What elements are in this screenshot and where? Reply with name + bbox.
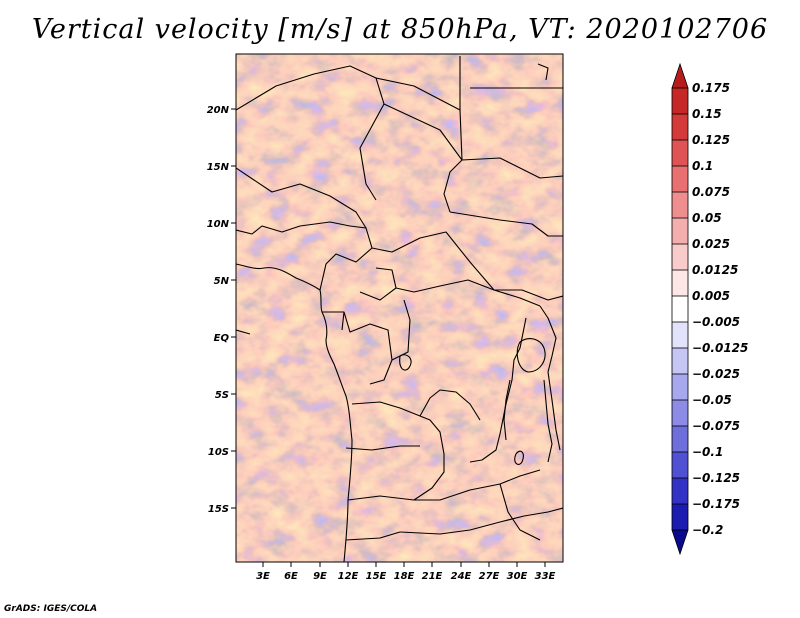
colorbar-label: −0.0125 [692, 341, 748, 355]
lat-tick-label: 5N [214, 276, 230, 287]
colorbar: 0.175 0.15 0.125 0.1 0.075 0.05 0.025 0.… [671, 62, 748, 556]
colorbar-segment [672, 478, 688, 505]
lon-axis: 3E 6E 9E 12E 15E 18E 21E 24E 27E 30E 33E [256, 562, 556, 582]
credit-text: GrADS: IGES/COLA [4, 604, 98, 614]
colorbar-segments [672, 88, 688, 531]
colorbar-label: −0.005 [692, 315, 740, 329]
map-panel [236, 54, 563, 562]
lon-tick-label: 18E [394, 571, 415, 582]
lat-tick-label: 10S [208, 447, 229, 458]
lat-axis: 20N 15N 10N 5N EQ 5S 10S 15S [207, 105, 236, 515]
lon-tick-label: 27E [479, 571, 500, 582]
colorbar-label: −0.05 [692, 393, 732, 407]
colorbar-segment [672, 192, 688, 219]
colorbar-segment [672, 426, 688, 453]
lon-tick-label: 3E [256, 571, 270, 582]
colorbar-segment [672, 270, 688, 297]
lat-tick-label: 20N [207, 105, 230, 116]
colorbar-label: −0.1 [692, 445, 723, 459]
colorbar-segment [672, 374, 688, 401]
colorbar-label: −0.025 [692, 367, 740, 381]
colorbar-segment [672, 296, 688, 323]
colorbar-label: 0.05 [692, 211, 722, 225]
colorbar-label: 0.005 [692, 289, 730, 303]
lon-tick-label: 6E [284, 571, 298, 582]
colorbar-segment [672, 504, 688, 531]
lon-tick-label: 30E [507, 571, 528, 582]
colorbar-label: −0.075 [692, 419, 740, 433]
colorbar-label: 0.175 [692, 81, 730, 95]
lon-tick-label: 24E [451, 571, 472, 582]
lat-tick-label: EQ [214, 333, 230, 344]
lon-tick-label: 21E [422, 571, 443, 582]
colorbar-frame [671, 87, 689, 531]
lat-tick-label: 5S [215, 390, 229, 401]
colorbar-segment [672, 452, 688, 479]
colorbar-segment [672, 114, 688, 141]
lat-tick-label: 15S [208, 504, 229, 515]
colorbar-label: 0.1 [692, 159, 713, 173]
colorbar-label: −0.125 [692, 471, 740, 485]
colorbar-label: 0.075 [692, 185, 730, 199]
colorbar-segment [672, 166, 688, 193]
lat-tick-label: 10N [207, 219, 230, 230]
chart-title: Vertical velocity [m/s] at 850hPa, VT: 2… [31, 14, 769, 45]
colorbar-segment [672, 218, 688, 245]
colorbar-label: 0.125 [692, 133, 730, 147]
vertical-velocity-field [236, 54, 563, 562]
colorbar-bottom-arrow [672, 530, 688, 554]
colorbar-segment [672, 140, 688, 167]
colorbar-label: 0.0125 [692, 263, 738, 277]
colorbar-segment [672, 400, 688, 427]
colorbar-segment [672, 348, 688, 375]
colorbar-label: −0.2 [692, 523, 723, 537]
colorbar-label: 0.025 [692, 237, 730, 251]
colorbar-top-arrow [672, 64, 688, 88]
colorbar-label: 0.15 [692, 107, 722, 121]
lon-tick-label: 33E [535, 571, 556, 582]
lat-tick-label: 15N [207, 162, 230, 173]
lon-tick-label: 9E [313, 571, 327, 582]
map-frame [235, 53, 564, 563]
lon-tick-label: 15E [366, 571, 387, 582]
lon-tick-label: 12E [338, 571, 359, 582]
colorbar-label: −0.175 [692, 497, 740, 511]
colorbar-segment [672, 244, 688, 271]
colorbar-segment [672, 88, 688, 115]
colorbar-segment [672, 322, 688, 349]
country-boundaries [236, 56, 563, 562]
